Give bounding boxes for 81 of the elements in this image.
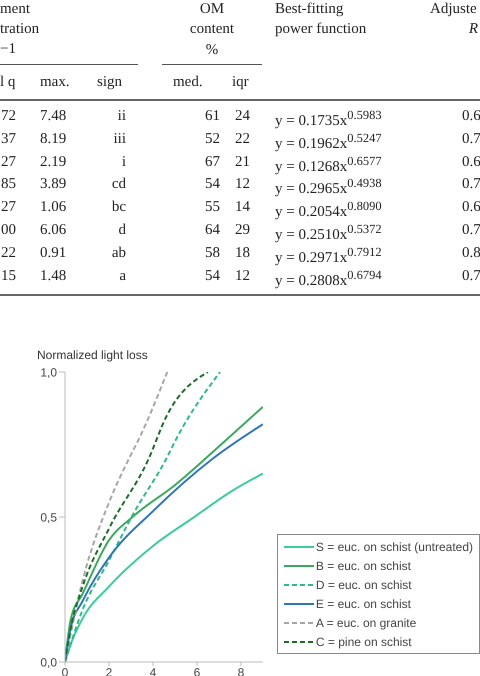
text: 0.91 — [40, 244, 66, 262]
y-tick-label: 0,5 — [40, 510, 58, 524]
text: 55 — [204, 199, 220, 216]
legend-label: D = euc. on schist — [316, 578, 412, 592]
text: 2.19 — [40, 154, 66, 171]
text: power function — [275, 21, 366, 38]
text: 67 — [204, 154, 220, 171]
text: y = 0.2054x$^{0.8090}$ — [275, 199, 382, 222]
text: y = 0.2971x$^{0.7912}$ — [275, 244, 382, 267]
text: 21 — [234, 154, 250, 171]
text: y = 0.2510x$^{0.5372}$ — [275, 222, 382, 244]
text: 1.48 — [40, 268, 66, 285]
text: i — [120, 154, 126, 171]
text: y = 0.1268x$^{0.6577}$ — [275, 154, 382, 176]
text: % — [204, 42, 220, 59]
text: 52 — [204, 130, 220, 148]
y-tick-label: 0,0 — [40, 655, 58, 670]
legend-label: B = euc. on schist — [316, 558, 411, 572]
text: bc — [110, 199, 126, 216]
text: d — [118, 222, 126, 239]
text: Adjuste — [430, 1, 477, 18]
text: 8.19 — [40, 130, 66, 148]
text: a — [118, 268, 126, 285]
text: Best-fitting — [275, 1, 344, 18]
text: 27 — [0, 199, 16, 216]
text: iqr — [232, 74, 249, 91]
text: −1 — [0, 41, 16, 58]
text: tration — [0, 21, 40, 38]
text: sign — [97, 74, 122, 91]
text: 12 — [234, 176, 250, 194]
y-tick-label: 1,0 — [40, 365, 58, 380]
text: 54 — [204, 176, 220, 194]
text: 7.48 — [40, 108, 66, 125]
text: 15 — [0, 268, 16, 285]
text: 24 — [234, 108, 250, 125]
text: 85 — [0, 176, 16, 194]
text: 12 — [234, 268, 250, 285]
text: ment — [0, 1, 30, 18]
text: 00 — [0, 222, 16, 239]
text: 0.7 — [462, 222, 480, 239]
text: 0.7 — [462, 176, 480, 194]
text: 37 — [0, 130, 16, 148]
text: 18 — [234, 244, 250, 262]
text: 0.6 — [462, 154, 480, 171]
text: y = 0.1735x$^{0.5983}$ — [275, 108, 382, 130]
text: 72 — [0, 108, 16, 125]
text: 58 — [204, 244, 220, 262]
text: y = 0.2965x$^{0.4938}$ — [275, 176, 382, 198]
text: 27 — [0, 154, 16, 171]
text: 54 — [204, 268, 220, 285]
text: med. — [173, 74, 203, 91]
text: iii — [112, 130, 126, 148]
text: OM — [198, 1, 226, 18]
text: 0.6 — [462, 199, 480, 216]
text: ii — [116, 108, 126, 125]
text: y = 0.2808x$^{0.6794}$ — [275, 268, 382, 290]
text: max. — [40, 74, 70, 91]
text: content — [188, 21, 236, 38]
text: 1.06 — [40, 199, 66, 216]
text: 0.7 — [462, 268, 480, 285]
legend-label: S = euc. on schist (untreated) — [316, 540, 473, 554]
text: cd — [110, 176, 126, 194]
text: 3.89 — [40, 176, 66, 194]
text: 0.6 — [462, 108, 480, 125]
text: y = 0.1962x$^{0.5247}$ — [275, 130, 382, 153]
text: 22 — [234, 130, 250, 148]
text: l q — [0, 74, 16, 91]
legend-label: E = euc. on schist — [316, 596, 411, 610]
text: 61 — [204, 108, 220, 125]
text: 22 — [0, 244, 16, 262]
text: ab — [110, 244, 126, 262]
text: 14 — [234, 199, 250, 216]
text: R — [468, 21, 478, 38]
y-axis-title: Normalized light loss — [37, 348, 148, 362]
text: 0.8 — [462, 244, 480, 262]
legend-label: A = euc. on granite — [316, 616, 416, 630]
legend-label: C = pine on schist — [316, 634, 412, 648]
text: 0.7 — [462, 130, 480, 148]
text: 64 — [204, 222, 220, 239]
text: 29 — [234, 222, 250, 239]
text: 6.06 — [40, 222, 66, 239]
